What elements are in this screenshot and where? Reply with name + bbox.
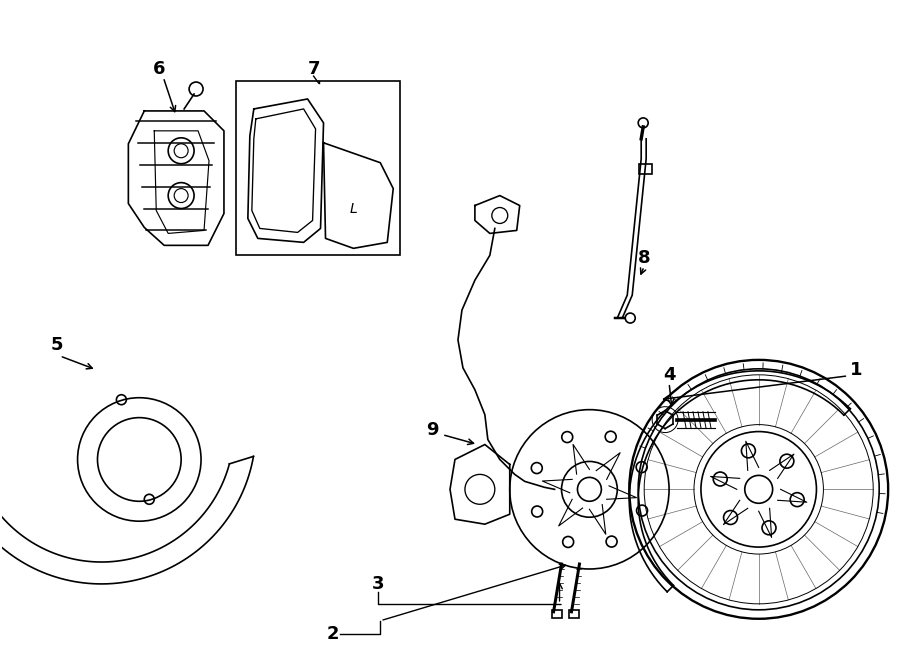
Bar — [639, 164, 652, 174]
Text: 2: 2 — [326, 625, 338, 642]
Text: 8: 8 — [638, 249, 651, 267]
Text: 3: 3 — [372, 575, 384, 593]
Bar — [552, 610, 562, 618]
Text: 7: 7 — [307, 60, 320, 78]
Text: 9: 9 — [426, 420, 438, 439]
Text: 1: 1 — [850, 361, 862, 379]
Text: L: L — [349, 202, 357, 215]
Bar — [236, 81, 400, 255]
Text: 6: 6 — [153, 60, 166, 78]
Bar — [570, 610, 580, 618]
Text: 5: 5 — [50, 336, 63, 354]
Text: 4: 4 — [662, 366, 675, 384]
